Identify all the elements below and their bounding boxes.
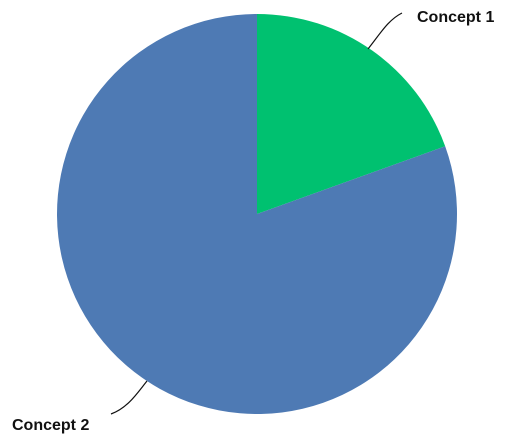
slice-labels: Concept 1 Concept 2 — [12, 9, 494, 434]
slice-label-concept-1: Concept 1 — [417, 9, 494, 26]
slice-label-concept-2: Concept 2 — [12, 417, 89, 434]
leader-lines — [110, 12, 403, 415]
pie-slices — [57, 14, 458, 414]
leader-line-concept-2 — [110, 380, 148, 415]
pie-slice-concept-1 — [257, 14, 446, 214]
pie-slice-concept-2 — [57, 14, 458, 414]
leader-line-concept-1 — [367, 12, 403, 50]
